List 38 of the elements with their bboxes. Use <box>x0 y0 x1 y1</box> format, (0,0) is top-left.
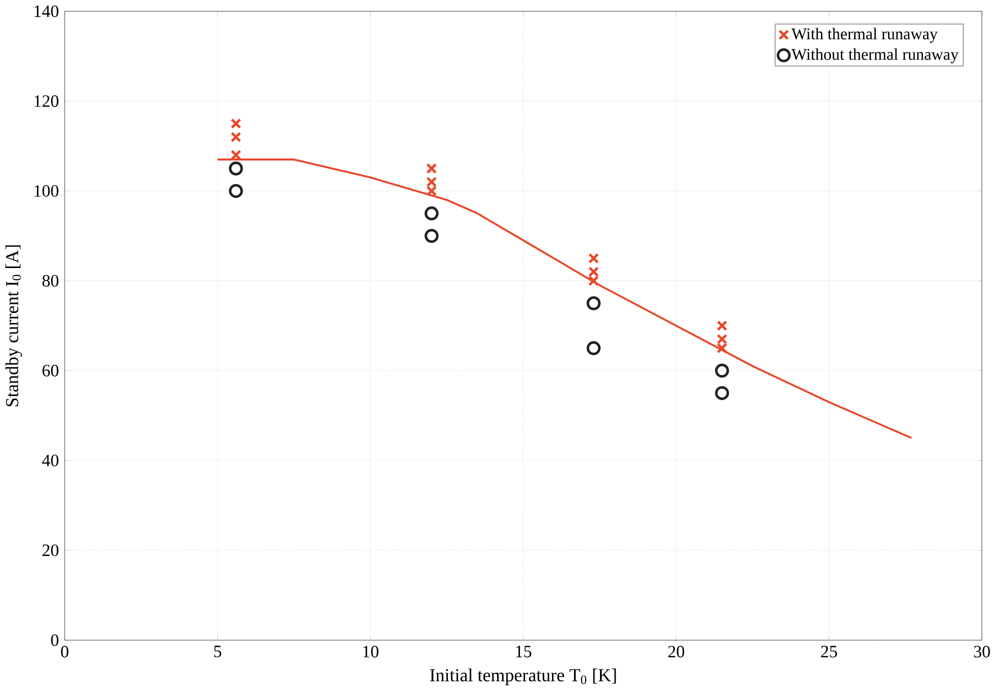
point <box>588 276 599 286</box>
y-tick-label: 60 <box>42 365 58 377</box>
x-tick-label: 15 <box>516 646 532 658</box>
point <box>426 163 437 174</box>
y-axis-title: Standby current I$_{0}$ [A] <box>5 246 22 406</box>
point <box>424 206 439 221</box>
point <box>424 229 439 244</box>
x-tick-label: 25 <box>821 646 838 658</box>
y-tick-label: 20 <box>42 544 58 556</box>
x-axis-title: Initial temperature T$_{0}$ [K] <box>430 668 616 686</box>
x-tick-label: 5 <box>214 646 222 658</box>
x-tick-label: 30 <box>974 646 990 658</box>
point <box>588 253 599 264</box>
point <box>230 118 242 130</box>
legend-label: With thermal runaway <box>791 28 938 43</box>
point <box>228 162 243 176</box>
legend-label: Without thermal runaway <box>791 48 959 64</box>
y-tick-label: 140 <box>34 6 58 18</box>
point <box>715 386 730 400</box>
point <box>586 341 601 356</box>
point <box>426 176 437 188</box>
point <box>716 334 728 345</box>
x-tick-label: 0 <box>61 646 68 658</box>
y-tick-label: 0 <box>51 634 58 646</box>
point <box>588 266 599 278</box>
point <box>426 186 437 197</box>
x-tick-label: 20 <box>668 646 684 658</box>
point <box>716 343 728 354</box>
point <box>586 296 601 311</box>
point <box>715 364 730 378</box>
y-tick-label: 100 <box>34 185 58 198</box>
y-tick-label: 40 <box>42 454 58 467</box>
x-tick-label: 10 <box>363 646 378 658</box>
point <box>228 184 243 198</box>
point <box>716 320 728 332</box>
point <box>230 132 242 143</box>
y-tick-label: 80 <box>42 275 58 287</box>
y-tick-label: 120 <box>34 96 58 108</box>
